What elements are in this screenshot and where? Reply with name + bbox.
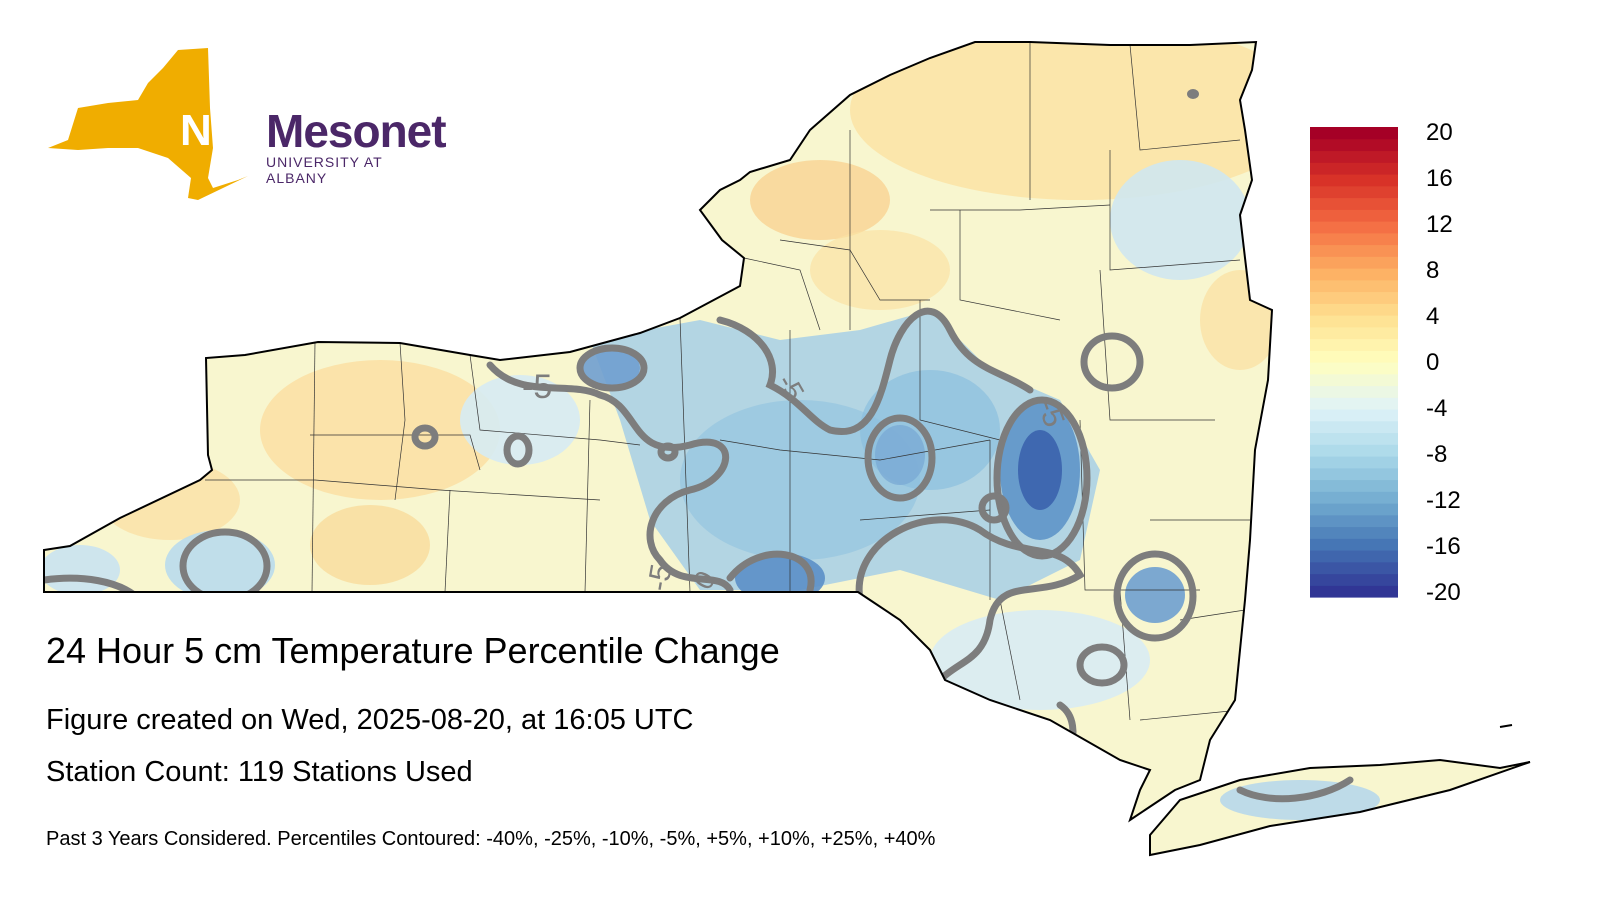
colorbar-segment bbox=[1310, 268, 1398, 281]
colorbar-segment bbox=[1310, 244, 1398, 257]
county-boundaries bbox=[205, 42, 1250, 721]
colorbar-segment bbox=[1310, 538, 1398, 551]
figure-title: 24 Hour 5 cm Temperature Percentile Chan… bbox=[46, 630, 780, 671]
colorbar-segment bbox=[1310, 291, 1398, 304]
colorbar-segment bbox=[1310, 491, 1398, 504]
colorbar-segment bbox=[1310, 503, 1398, 516]
logo-subtitle: UNIVERSITY AT ALBANY bbox=[266, 154, 383, 186]
colorbar-segment bbox=[1310, 397, 1398, 410]
colorbar-segment bbox=[1310, 432, 1398, 445]
colorbar-segment bbox=[1310, 209, 1398, 222]
logo-mesonet-text: Mesonet bbox=[266, 105, 447, 157]
created-timestamp: Figure created on Wed, 2025-08-20, at 16… bbox=[46, 704, 694, 736]
colorbar-tick-label: 0 bbox=[1426, 349, 1440, 376]
contour-label: -5 bbox=[522, 368, 552, 406]
colorbar-tick-label: -20 bbox=[1426, 579, 1461, 606]
colorbar-tick-label: -8 bbox=[1426, 441, 1448, 468]
colorbar-segment bbox=[1310, 479, 1398, 492]
colorbar-segment bbox=[1310, 526, 1398, 539]
colorbar-segment bbox=[1310, 514, 1398, 528]
colorbar-segment bbox=[1310, 550, 1398, 563]
colorbar-segment bbox=[1310, 174, 1398, 187]
colorbar-tick-label: 20 bbox=[1426, 119, 1453, 146]
ny-state-silhouette-icon bbox=[48, 48, 248, 200]
colorbar-segment bbox=[1310, 127, 1398, 140]
colorbar-segment bbox=[1310, 573, 1398, 586]
colorbar-tick-label: 8 bbox=[1426, 257, 1440, 284]
colorbar-tick-label: -4 bbox=[1426, 395, 1448, 422]
colorbar-segment bbox=[1310, 338, 1398, 351]
colorbar-segment bbox=[1310, 162, 1398, 175]
colorbar-segment bbox=[1310, 256, 1398, 269]
colorbar bbox=[1310, 127, 1398, 598]
colorbar-tick-label: 16 bbox=[1426, 165, 1453, 192]
colorbar-segment bbox=[1310, 279, 1398, 293]
colorbar-segment bbox=[1310, 303, 1398, 316]
colorbar-segment bbox=[1310, 456, 1398, 469]
colorbar-tick-label: 4 bbox=[1426, 303, 1440, 330]
colorbar-tick-label: -16 bbox=[1426, 533, 1461, 560]
colorbar-segment bbox=[1310, 221, 1398, 234]
island-outline bbox=[1499, 724, 1513, 728]
colorbar-segment bbox=[1310, 373, 1398, 387]
logo-nys-text: NYS bbox=[180, 106, 268, 155]
colorbar-segment bbox=[1310, 362, 1398, 375]
colorbar-segment bbox=[1310, 409, 1398, 422]
footnote: Past 3 Years Considered. Percentiles Con… bbox=[46, 828, 936, 850]
colorbar-segment bbox=[1310, 150, 1398, 163]
colorbar-segment bbox=[1310, 420, 1398, 434]
colorbar-segment bbox=[1310, 385, 1398, 398]
colorbar-segment bbox=[1310, 561, 1398, 575]
colorbar-segment bbox=[1310, 185, 1398, 199]
contour-dot bbox=[1187, 89, 1199, 99]
station-count: Station Count: 119 Stations Used bbox=[46, 756, 473, 788]
colorbar-segment bbox=[1310, 350, 1398, 363]
colorbar-tick-label: -12 bbox=[1426, 487, 1461, 514]
colorbar-segment bbox=[1310, 467, 1398, 481]
colorbar-tick-label: 12 bbox=[1426, 211, 1453, 238]
contour-label: -5 bbox=[642, 562, 679, 594]
colorbar-segment bbox=[1310, 138, 1398, 152]
colorbar-segment bbox=[1310, 585, 1398, 598]
colorbar-segment bbox=[1310, 326, 1398, 340]
colorbar-segment bbox=[1310, 315, 1398, 328]
nys-mesonet-logo: NYS Mesonet UNIVERSITY AT ALBANY bbox=[48, 48, 447, 208]
colorbar-segment bbox=[1310, 444, 1398, 457]
colorbar-segment bbox=[1310, 232, 1398, 246]
colorbar-segment bbox=[1310, 197, 1398, 210]
